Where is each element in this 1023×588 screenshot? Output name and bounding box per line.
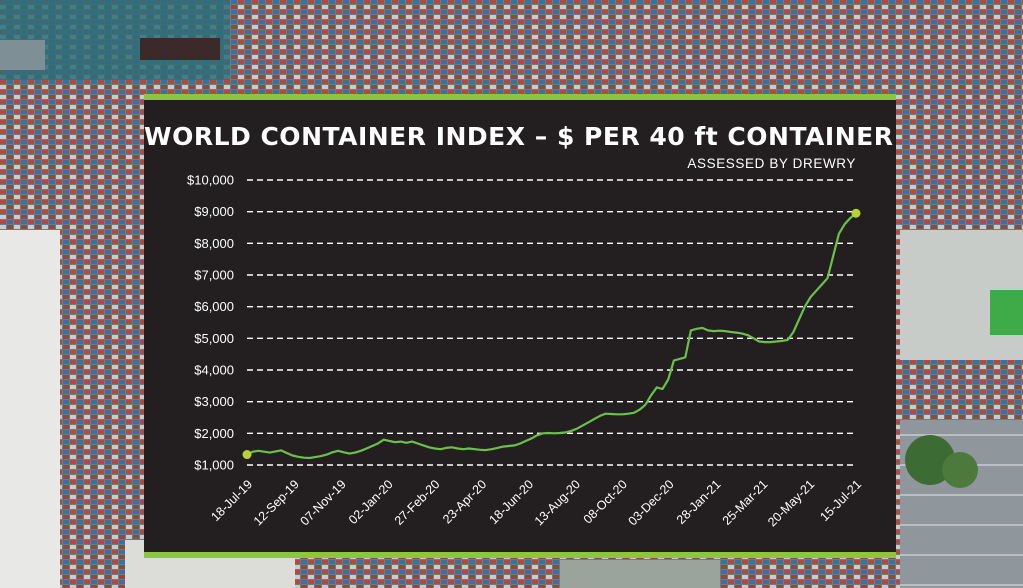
x-tick-label: 25-Mar-21	[720, 477, 771, 528]
chart-subtitle: ASSESSED BY DREWRY	[687, 156, 856, 171]
y-tick-label: $10,000	[187, 173, 234, 188]
y-tick-label: $5,000	[194, 331, 234, 346]
x-tick-label: 27-Feb-20	[392, 477, 443, 528]
x-tick-label: 15-Jul-21	[817, 477, 864, 524]
line-chart: $1,000 $2,000 $3,000 $4,000 $5,000 $6,000 $7,0…	[187, 173, 864, 530]
chart-panel: WORLD CONTAINER INDEX – $ PER 40 ft CONT…	[144, 94, 896, 558]
y-tick-label: $1,000	[194, 458, 234, 473]
x-tick-label: 23-Apr-20	[440, 477, 489, 526]
chart-title: WORLD CONTAINER INDEX – $ PER 40 ft CONT…	[144, 122, 894, 151]
x-tick-label: 13-Aug-20	[532, 477, 583, 528]
end-point-marker	[851, 208, 861, 218]
y-tick-label: $8,000	[194, 236, 234, 251]
x-tick-label: 08-Oct-20	[581, 477, 630, 526]
series-line	[246, 212, 857, 460]
y-tick-label: $7,000	[194, 268, 234, 283]
y-tick-label: $9,000	[194, 204, 234, 219]
y-tick-label: $3,000	[194, 394, 234, 409]
x-tick-label: 18-Jun-20	[486, 477, 536, 527]
x-tick-label: 18-Jul-19	[208, 477, 255, 524]
y-tick-label: $4,000	[194, 363, 234, 378]
x-tick-label: 02-Jan-20	[346, 477, 396, 527]
x-tick-label: 20-May-21	[765, 477, 817, 529]
x-tick-label: 12-Sep-19	[251, 477, 302, 528]
x-tick-label: 03-Dec-20	[626, 477, 677, 528]
x-tick-label: 28-Jan-21	[674, 477, 724, 527]
y-tick-label: $2,000	[194, 426, 234, 441]
start-point-marker	[242, 450, 252, 460]
x-tick-label: 07-Nov-19	[298, 477, 349, 528]
y-tick-label: $6,000	[194, 299, 234, 314]
